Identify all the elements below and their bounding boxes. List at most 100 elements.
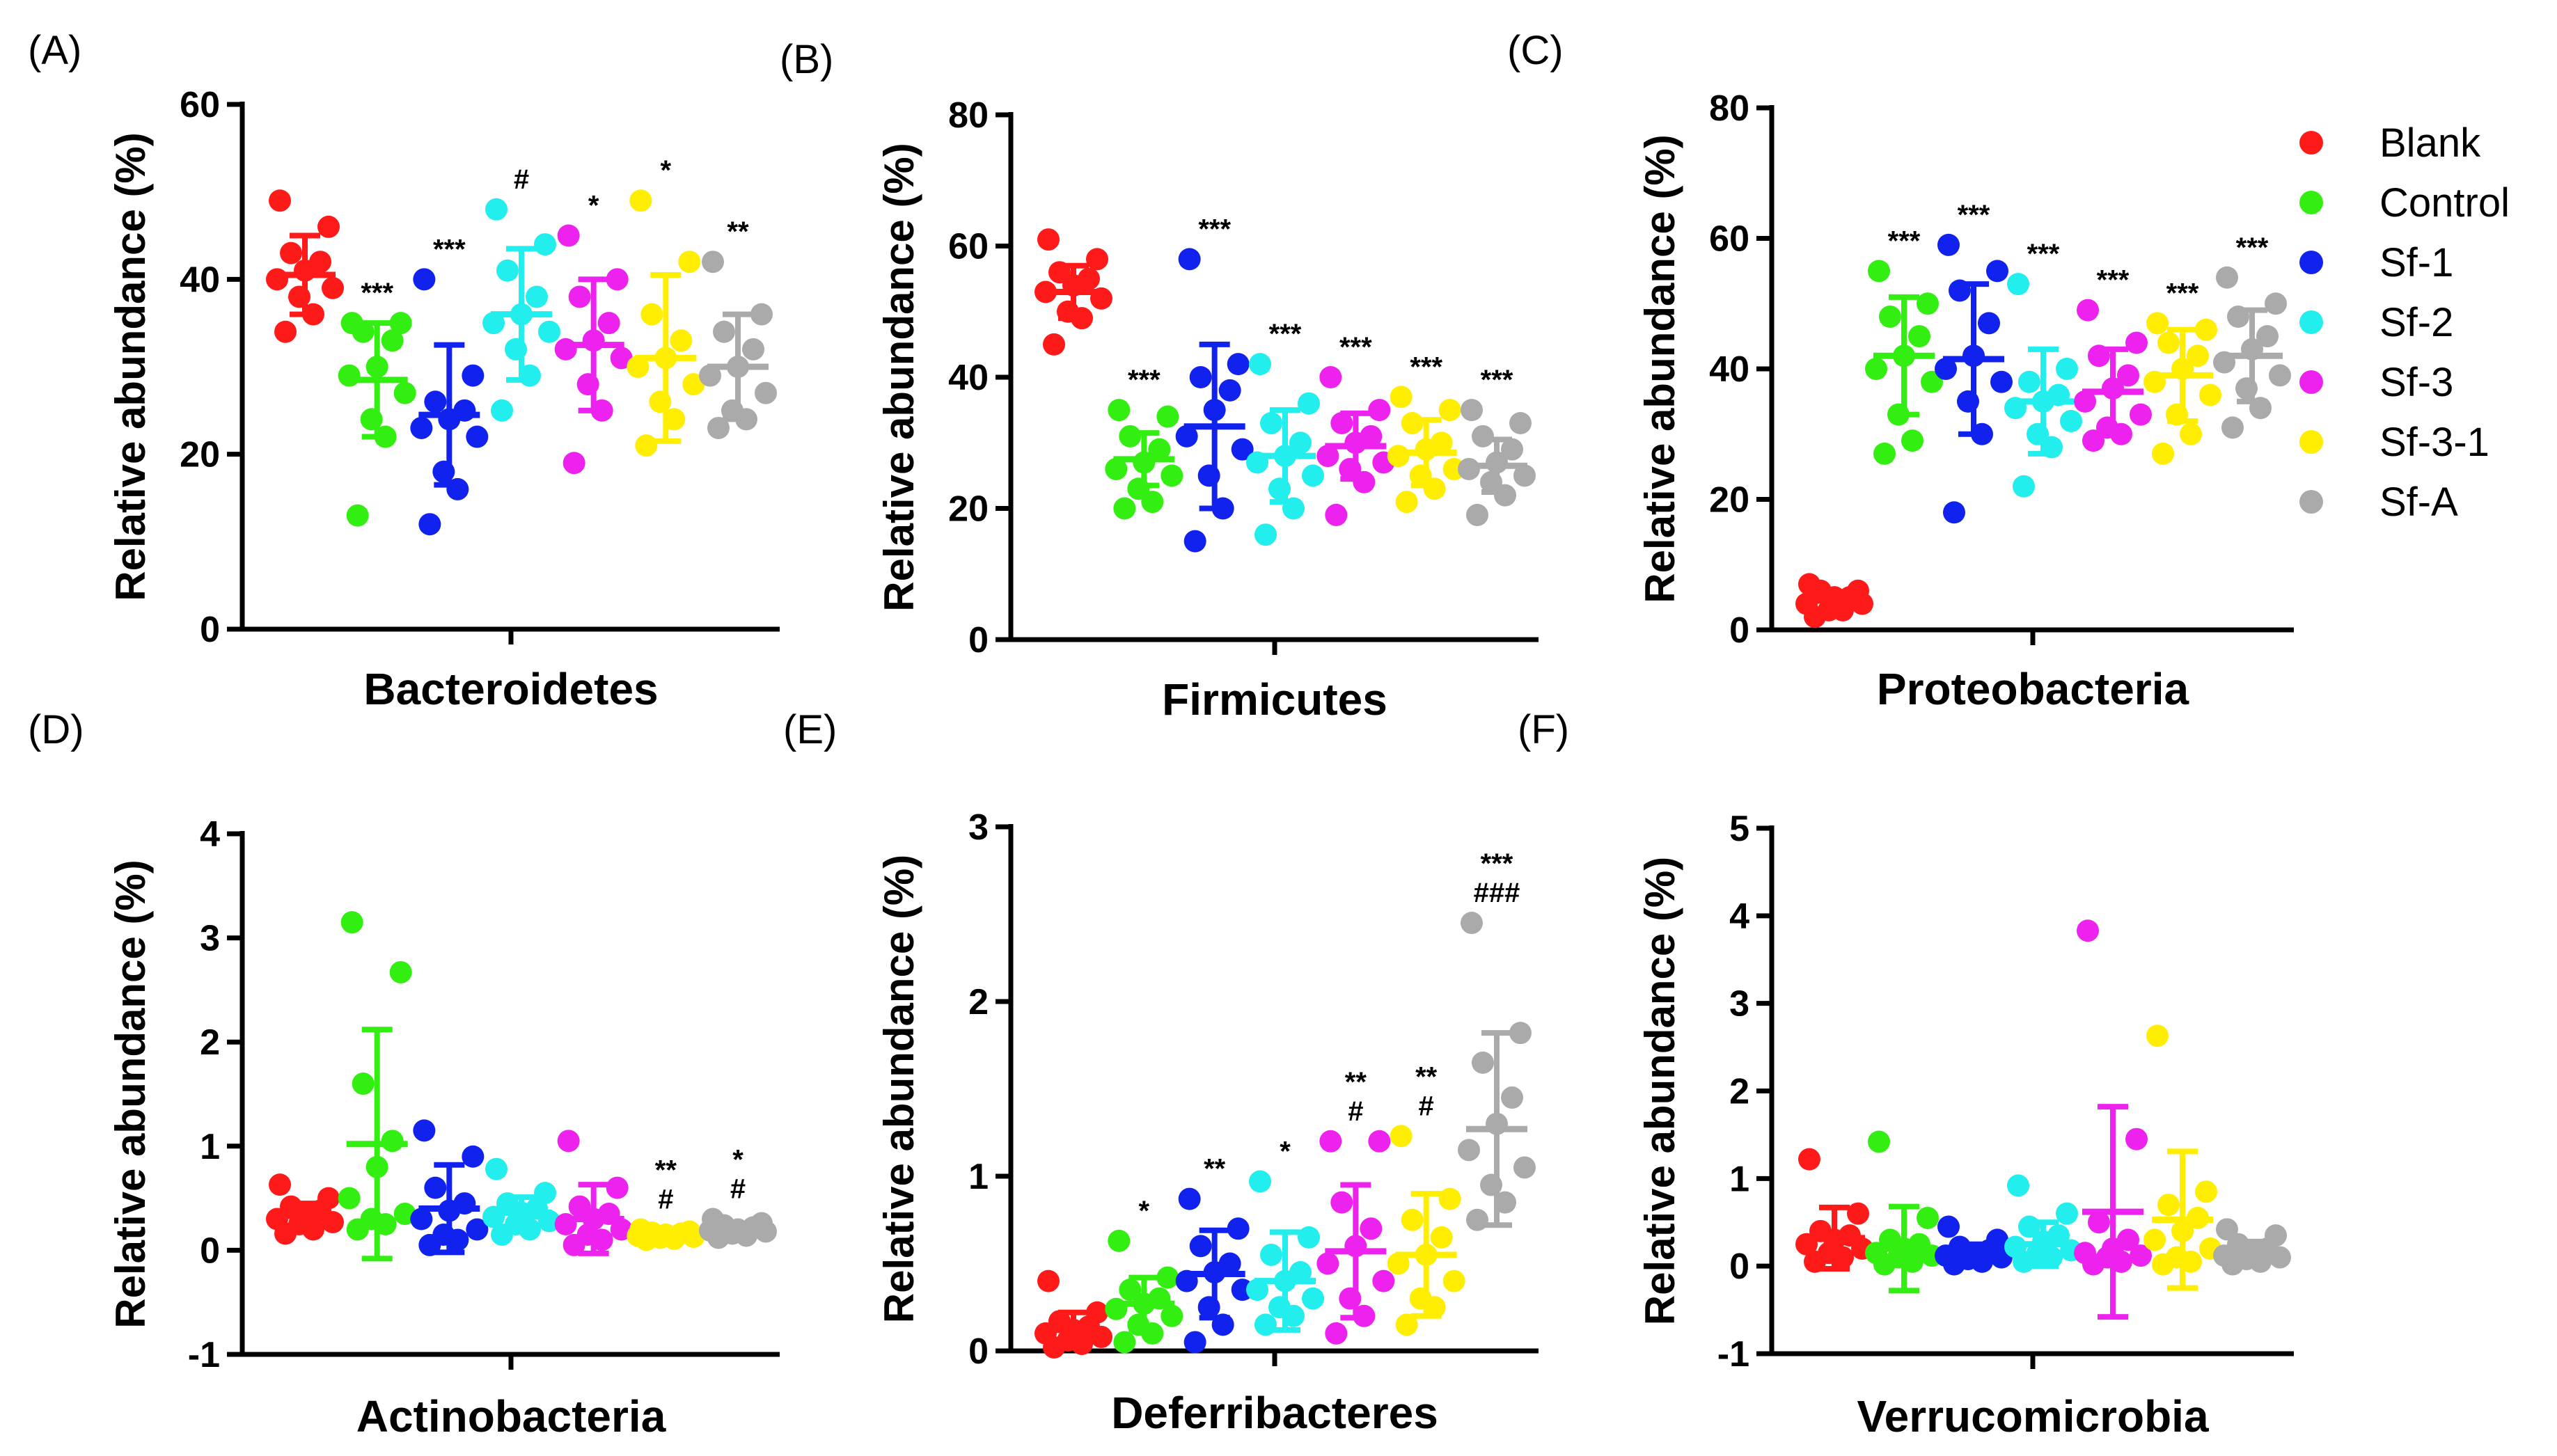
data-point bbox=[1231, 438, 1254, 461]
data-point bbox=[1175, 425, 1198, 448]
data-point bbox=[1189, 1235, 1212, 1258]
series-sf-3-1 bbox=[2143, 1024, 2221, 1291]
data-point bbox=[274, 320, 297, 343]
legend-marker bbox=[2299, 430, 2323, 454]
significance-label: ### bbox=[1474, 878, 1520, 908]
legend-label: Sf-3-1 bbox=[2379, 420, 2489, 465]
data-point bbox=[1360, 1217, 1383, 1240]
data-point bbox=[1917, 292, 1939, 315]
data-point bbox=[346, 504, 369, 527]
data-point bbox=[2007, 273, 2029, 296]
series-sf-3 bbox=[554, 1130, 633, 1256]
data-point bbox=[2221, 416, 2244, 439]
data-point bbox=[1119, 1279, 1142, 1301]
series-control: *** bbox=[1865, 225, 1943, 465]
y-tick-label: 3 bbox=[200, 919, 220, 959]
data-point bbox=[1260, 1243, 1282, 1266]
data-point bbox=[1395, 491, 1418, 514]
data-point bbox=[2256, 325, 2279, 348]
data-point bbox=[2187, 345, 2209, 367]
data-point bbox=[1442, 1269, 1465, 1292]
data-point bbox=[1466, 503, 1488, 526]
series-blank bbox=[1795, 1148, 1873, 1273]
significance-label: *** bbox=[1339, 332, 1372, 363]
data-point bbox=[1319, 1130, 1342, 1153]
data-point bbox=[466, 425, 489, 448]
data-point bbox=[2007, 1174, 2029, 1197]
data-point bbox=[2077, 919, 2099, 942]
data-point bbox=[1161, 464, 1183, 487]
data-point bbox=[606, 1176, 629, 1199]
data-point bbox=[2013, 475, 2035, 498]
panel-e: (E) 0 1 2 3 Relative abundance (%) Deferribact… bbox=[783, 707, 1539, 1438]
data-point bbox=[1935, 358, 1957, 380]
significance-label: # bbox=[658, 1184, 673, 1214]
x-axis-label: Bacteroidetes bbox=[363, 664, 658, 714]
data-point bbox=[2152, 1253, 2174, 1276]
data-point bbox=[2195, 318, 2217, 341]
data-point bbox=[1865, 358, 1887, 380]
significance-label: ** bbox=[727, 216, 749, 247]
significance-label: # bbox=[1348, 1096, 1363, 1127]
data-point bbox=[1873, 442, 1896, 465]
data-point bbox=[410, 416, 433, 439]
series-blank bbox=[1795, 573, 1873, 628]
data-point bbox=[1086, 248, 1108, 271]
data-point bbox=[389, 312, 412, 335]
data-point bbox=[707, 416, 730, 439]
data-point bbox=[338, 364, 361, 387]
y-axis-title: Relative abundance (%) bbox=[876, 855, 922, 1324]
data-point bbox=[1156, 405, 1179, 428]
data-point bbox=[699, 364, 721, 387]
data-point bbox=[1943, 1253, 1965, 1276]
series-blank bbox=[266, 1173, 344, 1245]
data-point bbox=[1148, 438, 1171, 461]
data-point bbox=[413, 268, 436, 291]
data-point bbox=[1461, 912, 1483, 935]
legend-marker bbox=[2299, 310, 2323, 334]
data-point bbox=[466, 1218, 489, 1241]
data-point bbox=[1501, 438, 1523, 461]
data-point bbox=[1254, 523, 1277, 546]
data-point bbox=[1472, 425, 1494, 448]
data-point bbox=[1513, 1156, 1536, 1179]
data-point bbox=[413, 1119, 436, 1142]
data-point bbox=[1986, 260, 2008, 283]
legend-label: Sf-A bbox=[2379, 480, 2458, 525]
data-point bbox=[1330, 1191, 1353, 1214]
data-point bbox=[1868, 260, 1890, 283]
y-axis-title: Relative abundance (%) bbox=[1637, 857, 1683, 1326]
data-point bbox=[462, 364, 485, 387]
y-tick-label: 0 bbox=[968, 620, 989, 660]
y-tick-label: 1 bbox=[200, 1127, 220, 1167]
data-point bbox=[750, 303, 773, 326]
series-sf-1: ** bbox=[1175, 1154, 1254, 1354]
data-point bbox=[1387, 1252, 1410, 1275]
legend-marker bbox=[2299, 490, 2323, 514]
data-point bbox=[1043, 1336, 1065, 1359]
data-point bbox=[1141, 491, 1164, 514]
data-point bbox=[2125, 331, 2148, 354]
significance-label: *** bbox=[1198, 214, 1231, 244]
y-tick-label: 0 bbox=[1729, 610, 1749, 651]
data-point bbox=[352, 320, 375, 343]
panel-letter: (E) bbox=[783, 707, 837, 752]
data-point bbox=[1227, 1217, 1250, 1240]
significance-label: * bbox=[1139, 1196, 1150, 1226]
data-point bbox=[2077, 299, 2099, 322]
data-point bbox=[1943, 501, 1965, 524]
series-sf-a: ***### bbox=[1458, 848, 1536, 1231]
data-point bbox=[317, 215, 340, 238]
panel-b: (B) 0 20 40 60 80 Relative abundance (%) Firmic… bbox=[780, 37, 1539, 725]
data-point bbox=[1302, 1287, 1324, 1310]
y-tick-label: 2 bbox=[200, 1022, 220, 1063]
panel-f: (F) -1 0 1 2 3 4 5 Relative abundance (%) Verruco… bbox=[1518, 707, 2294, 1441]
data-point bbox=[554, 338, 577, 361]
y-tick-label: 0 bbox=[1729, 1247, 1749, 1287]
data-point bbox=[266, 268, 288, 291]
y-tick-label: 4 bbox=[1729, 896, 1749, 937]
significance-label: * bbox=[661, 155, 672, 186]
data-point bbox=[1298, 1226, 1320, 1249]
y-tick-label: 2 bbox=[1729, 1072, 1749, 1112]
